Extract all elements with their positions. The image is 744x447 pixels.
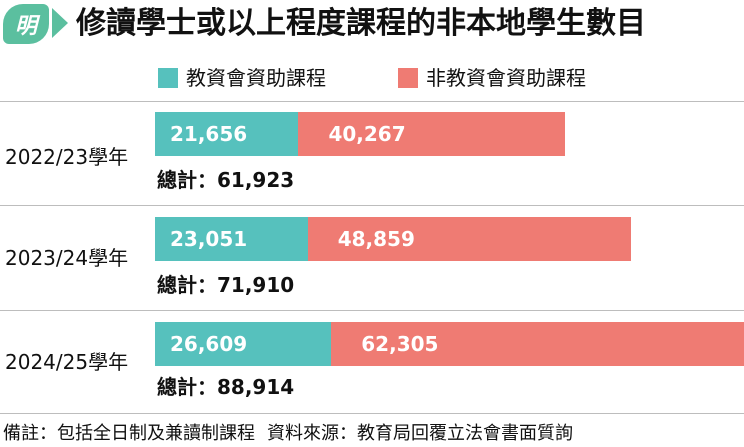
year-label: 2024/25學年 bbox=[5, 350, 129, 374]
newspaper-logo: 明 bbox=[3, 4, 49, 44]
bar-non-funded bbox=[298, 112, 566, 156]
year-label: 2022/23學年 bbox=[5, 145, 129, 169]
chart-title: 修讀學士或以上程度課程的非本地學生數目 bbox=[76, 6, 646, 41]
divider bbox=[0, 205, 744, 206]
legend: 教資會資助課程 非教資會資助課程 bbox=[0, 60, 744, 96]
title-chevron-icon bbox=[52, 8, 68, 38]
legend-label-funded: 教資會資助課程 bbox=[186, 66, 326, 90]
footnote: 備註：包括全日制及兼讀制課程 資料來源：教育局回覆立法會書面質詢 bbox=[3, 421, 573, 447]
bar-funded bbox=[155, 112, 299, 156]
footnote-source: 資料來源：教育局回覆立法會書面質詢 bbox=[267, 423, 573, 444]
divider bbox=[0, 101, 744, 102]
divider bbox=[0, 310, 744, 311]
footnote-note: 備註：包括全日制及兼讀制課程 bbox=[3, 423, 255, 444]
bar-non-funded bbox=[307, 217, 632, 261]
legend-swatch-funded bbox=[158, 68, 178, 88]
bar-value-non-funded: 40,267 bbox=[328, 122, 406, 146]
bar-funded bbox=[155, 322, 332, 366]
bar-value-funded: 26,609 bbox=[170, 332, 248, 356]
legend-swatch-non-funded bbox=[398, 68, 418, 88]
year-label: 2023/24學年 bbox=[5, 246, 129, 270]
total-label: 總計：71,910 bbox=[157, 273, 295, 297]
bar-value-non-funded: 62,305 bbox=[361, 332, 439, 356]
total-label: 總計：61,923 bbox=[157, 168, 295, 192]
bar-value-funded: 23,051 bbox=[170, 227, 248, 251]
header: 明 修讀學士或以上程度課程的非本地學生數目 bbox=[0, 0, 744, 50]
total-label: 總計：88,914 bbox=[157, 375, 295, 399]
bar-funded bbox=[155, 217, 308, 261]
bar-value-funded: 21,656 bbox=[170, 122, 248, 146]
bar-value-non-funded: 48,859 bbox=[337, 227, 415, 251]
divider bbox=[0, 413, 744, 414]
legend-label-non-funded: 非教資會資助課程 bbox=[426, 66, 586, 90]
bar-non-funded bbox=[331, 322, 744, 366]
